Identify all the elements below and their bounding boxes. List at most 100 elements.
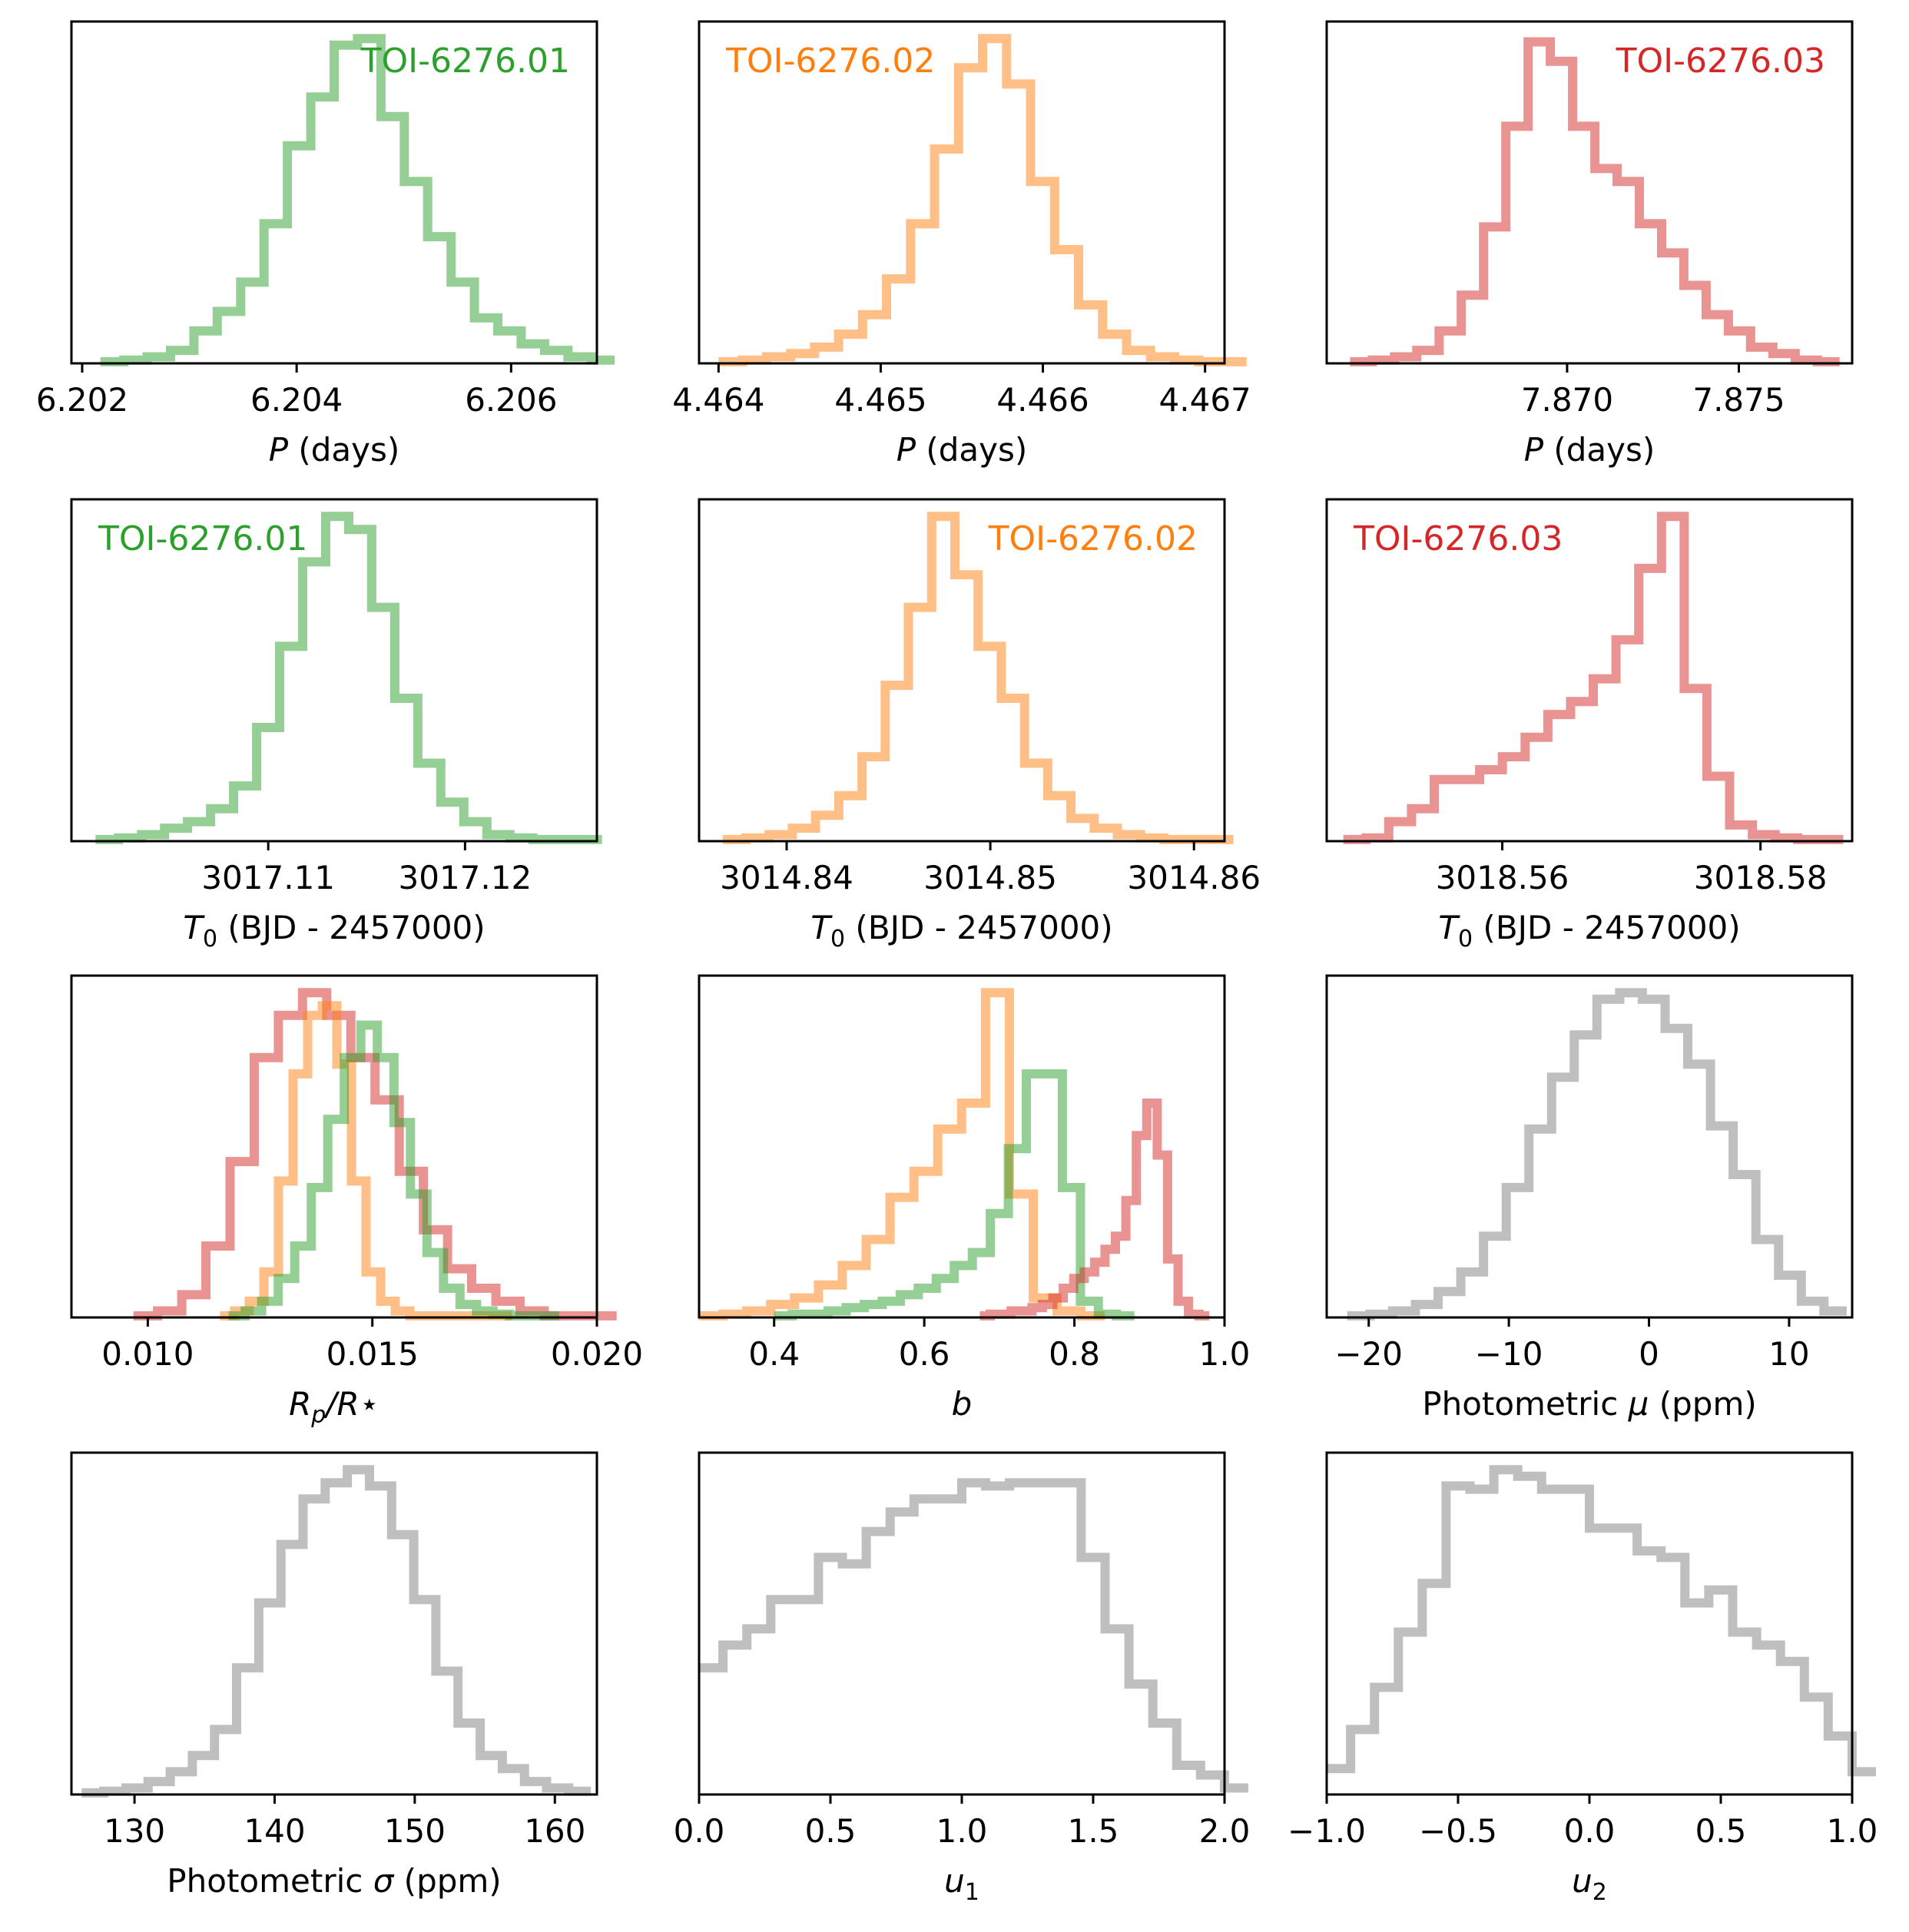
x-tick-label: 3017.11: [201, 859, 335, 896]
histogram-p7-2: [228, 1020, 559, 1321]
axes-frame: [70, 974, 598, 1319]
x-axis-label-subscript: 0: [203, 926, 217, 953]
x-tick-label: 3014.84: [720, 859, 853, 896]
x-tick-label: 6.206: [465, 381, 557, 419]
axes-frame: [70, 1451, 598, 1796]
x-axis-label-suffix: /R⋆: [323, 1385, 379, 1423]
x-axis-label: u1: [944, 1862, 979, 1906]
x-tick-label: 140: [244, 1812, 305, 1850]
x-axis-label: Photometric σ (ppm): [167, 1862, 501, 1900]
x-tick-label: 0.020: [551, 1335, 643, 1373]
x-tick-label: 0.6: [899, 1335, 950, 1373]
panel-p12: −1.0 −0.5 0.0 0.5 1.0 u2: [1288, 1451, 1878, 1906]
planet-label: TOI-6276.03: [1353, 519, 1563, 558]
x-tick-label: 1.0: [1199, 1335, 1251, 1373]
planet-label: TOI-6276.02: [988, 519, 1198, 558]
x-tick-label: 3014.86: [1127, 859, 1261, 896]
axes-frame: [70, 498, 598, 843]
histogram-p11-0: [699, 1478, 1248, 1793]
x-axis-label-symbol: T: [183, 909, 205, 946]
x-tick-label: 0.5: [805, 1812, 857, 1850]
histogram-p4-0: [95, 512, 602, 844]
panel-p1: 6.202 6.204 6.206 P (days) TOI-6276.01: [36, 20, 615, 469]
panel-p9: −20 −10 0 10 Photometric μ (ppm): [1325, 974, 1854, 1423]
x-tick-label: 0.0: [1564, 1812, 1616, 1850]
histogram-p9-0: [1347, 988, 1847, 1321]
x-tick-label: 0: [1639, 1335, 1659, 1373]
histogram-p1-0: [100, 34, 615, 366]
x-tick-label: 3018.56: [1436, 859, 1569, 896]
x-tick-label: 2.0: [1199, 1812, 1251, 1850]
x-axis-label-suffix: (BJD - 2457000): [845, 909, 1113, 946]
x-axis-label: P (days): [897, 431, 1028, 469]
axes-frame: [698, 974, 1226, 1319]
x-axis-label: b: [952, 1385, 973, 1423]
histogram-p12-0: [1327, 1465, 1876, 1777]
x-tick-label: 4.467: [1159, 381, 1251, 419]
x-tick-label: −0.5: [1419, 1812, 1497, 1850]
x-axis-label-suffix: (ppm): [1649, 1385, 1756, 1423]
x-tick-label: 1.5: [1068, 1812, 1119, 1850]
axes-frame: [698, 20, 1226, 365]
x-axis-label-prefix: Photometric: [167, 1862, 373, 1900]
panel-p10: 130 140 150 160 Photometric σ (ppm): [70, 1451, 598, 1900]
histogram-p6-0: [1343, 512, 1844, 844]
panel-p6: 3018.56 3018.58 T0 (BJD - 2457000) TOI-6276…: [1325, 498, 1854, 953]
x-tick-label: 4.464: [672, 381, 764, 419]
x-axis-label-symbol: P: [897, 431, 916, 469]
x-axis-label-symbol: T: [1438, 909, 1460, 946]
x-tick-label: −20: [1334, 1335, 1403, 1373]
x-tick-label: −1.0: [1288, 1812, 1366, 1850]
panel-p2: 4.464 4.465 4.466 4.467 P (days) TOI-6276.02: [672, 20, 1251, 469]
x-axis-label-symbol: P: [269, 431, 289, 469]
histogram-p10-0: [81, 1465, 592, 1798]
x-axis-label: T0 (BJD - 2457000): [810, 909, 1112, 953]
histogram-p2-0: [718, 34, 1247, 366]
histogram-p8-0: [699, 988, 1105, 1321]
x-axis-label-subscript: 1: [965, 1879, 979, 1906]
axes-frame: [1325, 974, 1854, 1319]
histogram-p5-0: [722, 512, 1234, 844]
x-axis-label-subscript: 2: [1592, 1879, 1607, 1906]
axes-frame: [1325, 20, 1854, 365]
x-axis-label-subscript: p: [310, 1402, 326, 1429]
x-axis-label-suffix: (ppm): [393, 1862, 501, 1900]
axes-frame: [1325, 498, 1854, 843]
x-tick-label: 3018.58: [1694, 859, 1828, 896]
x-axis-label: P (days): [269, 431, 400, 469]
planet-label: TOI-6276.03: [1616, 41, 1825, 81]
x-tick-label: 4.465: [834, 381, 926, 419]
x-axis-label: Rp/R⋆: [289, 1385, 379, 1429]
x-axis-label-subscript: 0: [830, 926, 845, 953]
x-tick-label: 7.875: [1692, 381, 1785, 419]
x-tick-label: 0.015: [326, 1335, 419, 1373]
x-axis-label-suffix: (days): [288, 431, 399, 469]
x-axis-label-symbol: σ: [373, 1862, 395, 1900]
x-tick-label: 160: [524, 1812, 585, 1850]
x-axis-label: P (days): [1524, 431, 1655, 469]
histogram-p8-2: [979, 1099, 1210, 1321]
x-axis-label-symbol: u: [944, 1862, 965, 1900]
x-axis-label-subscript: 0: [1458, 926, 1473, 953]
planet-label: TOI-6276.02: [725, 41, 935, 81]
histogram-p8-1: [774, 1069, 1135, 1321]
x-tick-label: 4.466: [996, 381, 1089, 419]
x-tick-label: 0.5: [1695, 1812, 1747, 1850]
x-tick-label: 0.4: [748, 1335, 800, 1373]
x-axis-label-symbol: μ: [1628, 1385, 1649, 1423]
axes-frame: [70, 20, 598, 365]
x-axis-label: T0 (BJD - 2457000): [1438, 909, 1740, 953]
x-tick-label: 10: [1768, 1335, 1809, 1373]
x-tick-label: 3017.12: [399, 859, 532, 896]
x-tick-label: 6.202: [36, 381, 128, 419]
x-axis-label-suffix: (days): [916, 431, 1027, 469]
x-axis-label-symbol: T: [810, 909, 833, 946]
x-axis-label-suffix: (days): [1543, 431, 1655, 469]
histogram-p3-0: [1350, 37, 1840, 366]
x-axis-label-symbol: P: [1524, 431, 1544, 469]
x-axis-label-suffix: (BJD - 2457000): [1473, 909, 1741, 946]
x-tick-label: 1.0: [936, 1812, 988, 1850]
x-tick-label: 130: [104, 1812, 165, 1850]
